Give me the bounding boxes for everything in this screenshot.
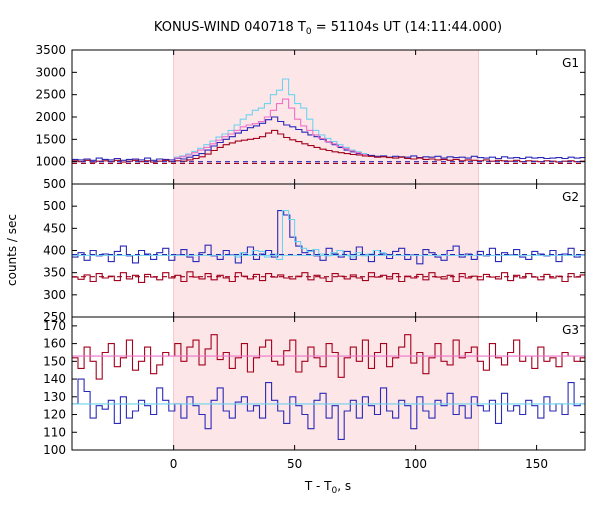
y-tick-label: 500 <box>43 199 66 213</box>
y-tick-label: 110 <box>43 425 66 439</box>
panel-g2: 250 300 350 400 450 500 G2 <box>43 183 586 324</box>
y-axis-label: counts / sec <box>5 214 19 286</box>
shaded-interval <box>173 317 479 450</box>
y-tick-label: 100 <box>43 443 66 457</box>
x-axis-label-rest: , s <box>337 479 351 493</box>
chart-title: KONUS-WIND 040718 T0 = 51104s UT (14:11:… <box>154 20 502 37</box>
series-light_blue-step <box>173 78 368 158</box>
y-tick-label: 2500 <box>35 88 66 102</box>
y-tick-label: 350 <box>43 266 66 280</box>
y-tick-label: 120 <box>43 408 66 422</box>
y-tick-label: 1000 <box>35 155 66 169</box>
panel-label: G2 <box>562 190 579 204</box>
x-axis-label-main: T - T <box>304 479 332 493</box>
y-tick-label: 160 <box>43 337 66 351</box>
chart-title-rest: = 51104s UT (14:11:44.000) <box>312 20 502 35</box>
panel-series-group <box>72 334 585 440</box>
series-dark_blue-step <box>72 210 585 265</box>
panel-series-group <box>72 210 585 283</box>
y-tick-label: 1500 <box>35 132 66 146</box>
y-tick-label: 130 <box>43 390 66 404</box>
y-tick-label: 3000 <box>35 65 66 79</box>
y-tick-label: 500 <box>43 177 66 191</box>
panel-g3: 100 110 120 130 140 150 160 170 G3 <box>43 316 586 457</box>
panel-frame <box>71 316 586 451</box>
series-dark_red-step <box>72 334 585 380</box>
x-tick-label: 150 <box>525 457 548 471</box>
y-tick-label: 300 <box>43 288 66 302</box>
y-tick-label: 150 <box>43 354 66 368</box>
x-tick-label: 0 <box>170 457 178 471</box>
x-axis-label: T - T0, s <box>304 479 351 496</box>
y-tick-label: 170 <box>43 319 66 333</box>
y-tick-label: 450 <box>43 221 66 235</box>
panel-series-group <box>72 78 585 165</box>
x-tick-label: 100 <box>404 457 427 471</box>
series-pink-step <box>173 98 368 159</box>
y-tick-label: 2000 <box>35 110 66 124</box>
series-dark_red-step <box>72 271 585 283</box>
y-tick-label: 140 <box>43 372 66 386</box>
chart-title-subscript: 0 <box>306 27 312 37</box>
panel-label: G3 <box>562 323 579 337</box>
y-tick-label: 3500 <box>35 43 66 57</box>
panel-g1: 500 1000 1500 2000 2500 3000 3500 G1 <box>35 43 586 191</box>
y-tick-label: 250 <box>43 310 66 324</box>
chart-title-main: KONUS-WIND 040718 T <box>154 20 306 35</box>
series-dark_blue-step <box>72 378 585 440</box>
plot-layer: 500100015002000250030003500G125030035040… <box>35 43 586 471</box>
x-axis-label-subscript: 0 <box>332 486 338 496</box>
y-tick-label: 400 <box>43 244 66 258</box>
x-tick-label: 50 <box>287 457 302 471</box>
panel-label: G1 <box>562 56 579 70</box>
